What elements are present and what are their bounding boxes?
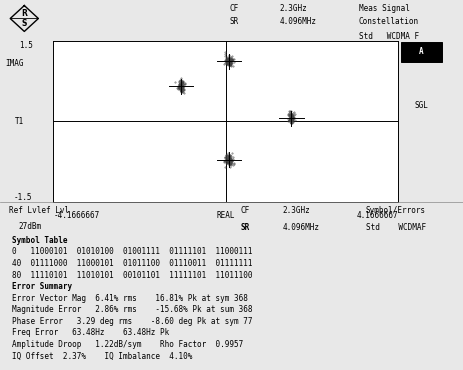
Text: CF: CF — [230, 4, 239, 13]
Text: Std    WCDMAF: Std WCDMAF — [366, 223, 426, 232]
Text: R: R — [21, 9, 27, 18]
Text: SR: SR — [230, 17, 239, 26]
Text: 80  11110101  11010101  00101101  11111101  11011100: 80 11110101 11010101 00101101 11111101 1… — [12, 270, 252, 280]
Text: Symbol/Errors: Symbol/Errors — [366, 206, 426, 215]
Text: Std   WCDMA F: Std WCDMA F — [359, 32, 419, 41]
Text: Meas Signal: Meas Signal — [359, 4, 410, 13]
Text: -1.5: -1.5 — [14, 193, 32, 202]
Text: 4.1666667: 4.1666667 — [357, 211, 398, 219]
Bar — [401, 42, 442, 62]
Text: 1.5: 1.5 — [19, 41, 32, 50]
Text: Amplitude Droop   1.22dB/sym    Rho Factor  0.9957: Amplitude Droop 1.22dB/sym Rho Factor 0.… — [12, 340, 243, 349]
Text: 0   11000101  01010100  01001111  01111101  11000111: 0 11000101 01010100 01001111 01111101 11… — [12, 248, 252, 256]
Text: Constellation: Constellation — [359, 17, 419, 26]
Text: SGL: SGL — [414, 101, 428, 110]
Text: IQ Offset  2.37%    IQ Imbalance  4.10%: IQ Offset 2.37% IQ Imbalance 4.10% — [12, 352, 192, 360]
Text: IMAG: IMAG — [6, 59, 24, 68]
Text: REAL: REAL — [217, 211, 235, 219]
Text: 40  01111000  11000101  01011100  01110011  01111111: 40 01111000 11000101 01011100 01110011 0… — [12, 259, 252, 268]
Text: SR: SR — [241, 223, 250, 232]
Text: 27dBm: 27dBm — [19, 222, 42, 231]
Text: S: S — [22, 19, 27, 28]
Text: Error Summary: Error Summary — [12, 282, 72, 291]
Text: A: A — [419, 47, 424, 57]
Text: T1: T1 — [15, 117, 24, 126]
Text: Ref Lvlef Lvl: Ref Lvlef Lvl — [9, 206, 69, 215]
Text: 4.096MHz: 4.096MHz — [282, 223, 319, 232]
Text: Magnitude Error   2.86% rms    -15.68% Pk at sum 368: Magnitude Error 2.86% rms -15.68% Pk at … — [12, 305, 252, 314]
Text: 2.3GHz: 2.3GHz — [282, 206, 310, 215]
Text: -4.1666667: -4.1666667 — [53, 211, 100, 219]
Text: CF: CF — [241, 206, 250, 215]
Text: 4.096MHz: 4.096MHz — [280, 17, 317, 26]
Text: Freq Error   63.48Hz    63.48Hz Pk: Freq Error 63.48Hz 63.48Hz Pk — [12, 329, 169, 337]
Text: 2.3GHz: 2.3GHz — [280, 4, 307, 13]
Text: Phase Error   3.29 deg rms    -8.60 deg Pk at sym 77: Phase Error 3.29 deg rms -8.60 deg Pk at… — [12, 317, 252, 326]
Text: Symbol Table: Symbol Table — [12, 236, 67, 245]
Text: Error Vector Mag  6.41% rms    16.81% Pk at sym 368: Error Vector Mag 6.41% rms 16.81% Pk at … — [12, 294, 247, 303]
